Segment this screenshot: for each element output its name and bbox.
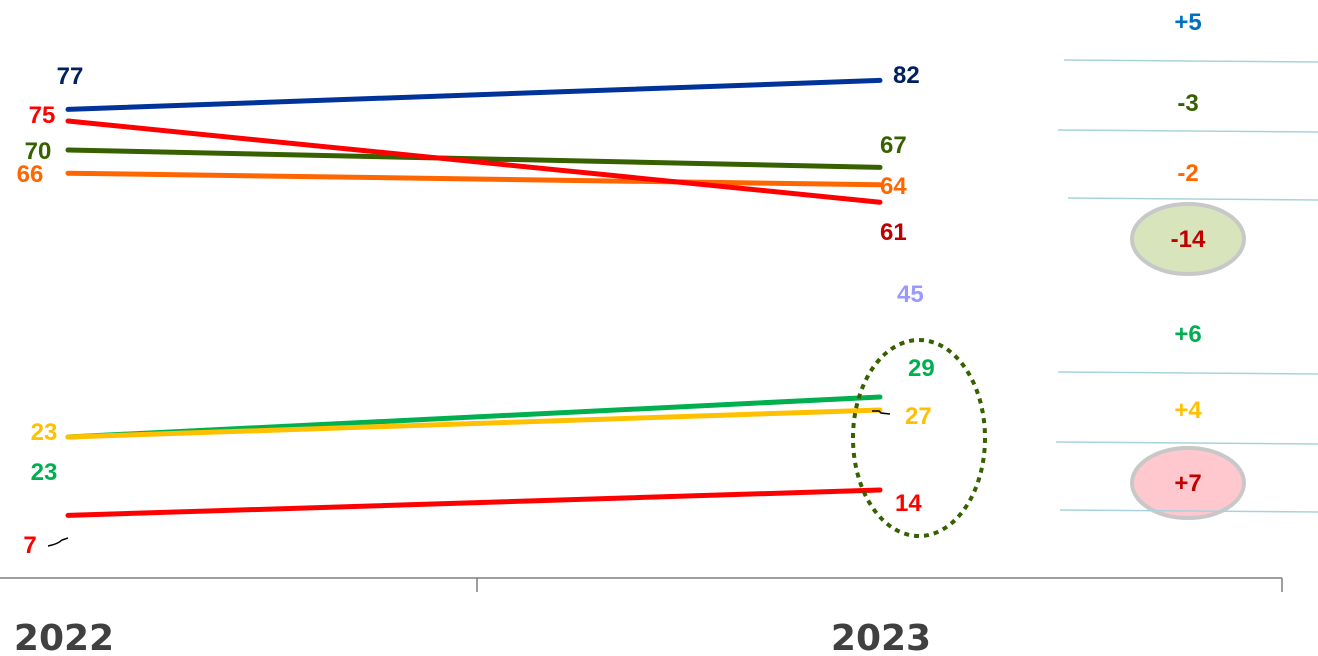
delta-rule bbox=[1055, 441, 1318, 445]
value-labels: 77 82 70 67 66 64 75 61 45 23 29 23 27 7 14 bbox=[17, 62, 987, 559]
end-value-label: 14 bbox=[895, 490, 922, 517]
series-line-6 bbox=[65, 407, 883, 440]
end-value-label: 64 bbox=[880, 173, 907, 200]
x-tick-label-2023: 2023 bbox=[831, 618, 931, 656]
delta-rule bbox=[1067, 197, 1318, 201]
end-value-label: 67 bbox=[880, 132, 907, 159]
start-value-label: 70 bbox=[25, 138, 52, 165]
start-value-label: 7 bbox=[23, 532, 36, 559]
end-value-label: 82 bbox=[893, 62, 920, 89]
start-value-label: 75 bbox=[29, 102, 56, 129]
start-value-label: 66 bbox=[17, 161, 44, 188]
start-value-label: 23 bbox=[31, 419, 58, 446]
series-line-7 bbox=[65, 487, 883, 518]
delta-label: -3 bbox=[1177, 90, 1198, 117]
leader-line bbox=[47, 537, 69, 547]
delta-rule bbox=[1057, 129, 1318, 133]
end-value-label: 27 bbox=[905, 403, 932, 430]
end-value-label: 45 bbox=[897, 281, 924, 308]
delta-label: +4 bbox=[1174, 397, 1202, 424]
highlight-ellipse bbox=[851, 338, 987, 538]
delta-label: -2 bbox=[1177, 160, 1198, 187]
x-axis: 2022 2023 bbox=[0, 577, 1283, 656]
delta-rule bbox=[1063, 59, 1318, 63]
end-value-label: 61 bbox=[880, 219, 907, 246]
delta-label: +5 bbox=[1174, 9, 1201, 36]
start-value-label: 77 bbox=[57, 63, 84, 90]
delta-highlight bbox=[1130, 202, 1246, 276]
delta-rule bbox=[1057, 371, 1318, 375]
delta-rule bbox=[1059, 509, 1318, 513]
delta-label: -14 bbox=[1171, 226, 1206, 253]
x-tick-label-2022: 2022 bbox=[14, 618, 114, 656]
delta-label: +6 bbox=[1174, 321, 1201, 348]
series-line-3 bbox=[65, 118, 883, 205]
delta-label: +7 bbox=[1174, 470, 1201, 497]
series-line-2 bbox=[65, 170, 883, 188]
series-line-0 bbox=[65, 77, 883, 112]
leader-line bbox=[872, 410, 891, 415]
delta-highlight bbox=[1130, 446, 1246, 520]
end-value-label: 29 bbox=[908, 355, 935, 382]
delta-column: +5 -3 -2 -14 +6 +4 +7 bbox=[1055, 9, 1318, 520]
start-value-label: 23 bbox=[31, 459, 58, 486]
series-lines bbox=[65, 77, 883, 518]
series-line-1 bbox=[65, 147, 883, 170]
